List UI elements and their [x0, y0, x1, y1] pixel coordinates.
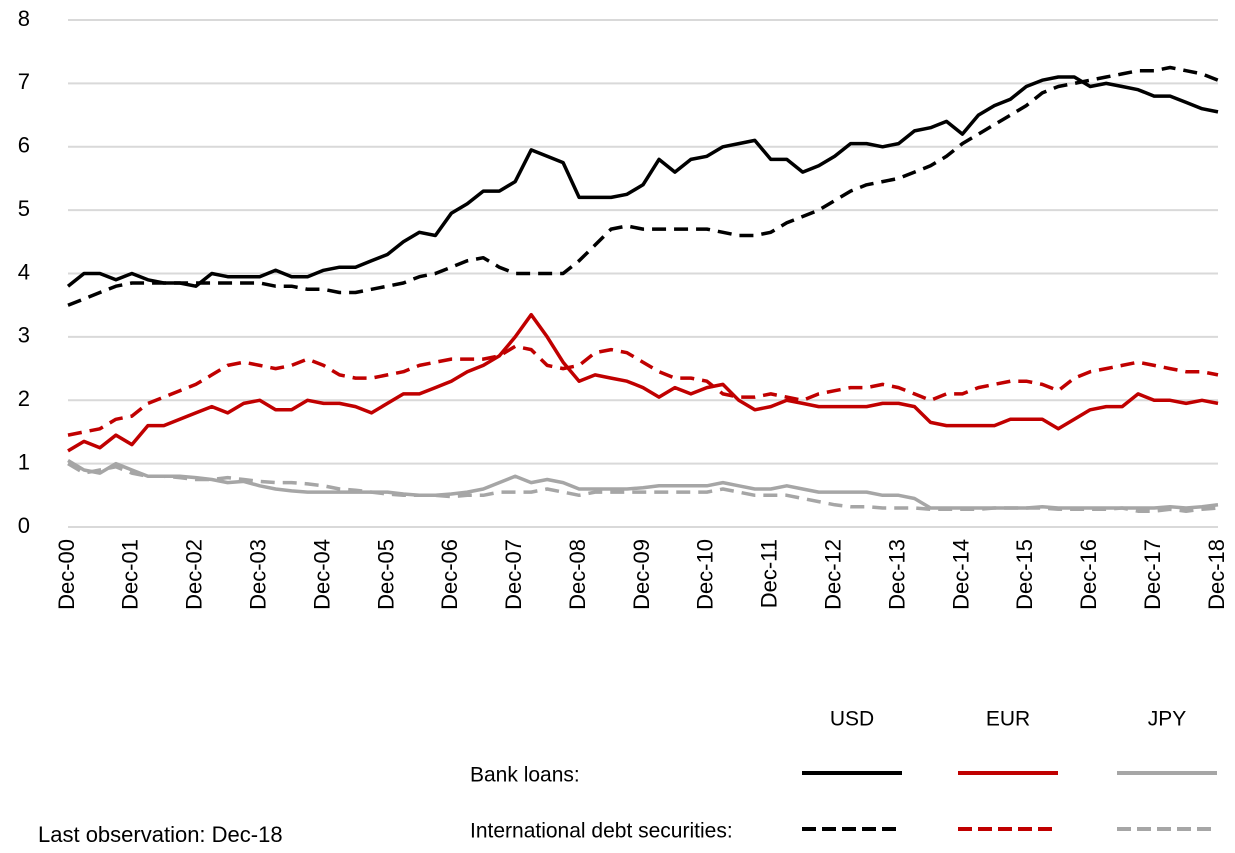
y-tick-label: 7 [18, 69, 30, 94]
x-tick-label: Dec-15 [1012, 539, 1037, 610]
x-tick-label: Dec-00 [54, 539, 79, 610]
legend-row: International debt securities: [470, 820, 733, 843]
x-tick-label: Dec-18 [1204, 539, 1229, 610]
x-tick-label: Dec-11 [757, 539, 782, 608]
x-tick-label: Dec-05 [373, 539, 398, 610]
x-tick-label: Dec-13 [884, 539, 909, 610]
x-tick-label: Dec-06 [437, 539, 462, 610]
legend-row: Bank loans: [470, 764, 580, 787]
x-tick-label: Dec-04 [309, 539, 334, 610]
x-tick-label: Dec-01 [118, 539, 143, 610]
y-tick-label: 5 [18, 196, 30, 221]
x-tick-label: Dec-09 [629, 539, 654, 610]
series-line [67, 458, 1219, 510]
x-tick-label: Dec-16 [1076, 539, 1101, 610]
y-tick-label: 2 [18, 386, 30, 411]
series-line [67, 65, 1219, 307]
y-tick-label: 1 [18, 449, 30, 474]
y-tick-label: 6 [18, 133, 30, 158]
legend-column: USD [830, 708, 874, 731]
x-tick-label: Dec-02 [182, 539, 207, 610]
y-tick-label: 3 [18, 323, 30, 348]
footnote: Last observation: Dec-18 [38, 822, 283, 847]
y-tick-label: 8 [18, 6, 30, 31]
legend-column: EUR [986, 708, 1030, 731]
x-tick-label: Dec-07 [501, 539, 526, 610]
x-tick-label: Dec-03 [245, 539, 270, 610]
x-tick-label: Dec-12 [820, 539, 845, 610]
x-tick-label: Dec-08 [565, 539, 590, 610]
x-tick-label: Dec-17 [1140, 539, 1165, 610]
series-line [67, 312, 1219, 453]
y-tick-label: 0 [18, 513, 30, 538]
series-line [67, 344, 1219, 437]
y-tick-label: 4 [18, 259, 30, 284]
series-line [66, 75, 1219, 288]
x-tick-label: Dec-14 [948, 539, 973, 610]
legend-column: JPY [1148, 708, 1187, 731]
x-tick-label: Dec-10 [693, 539, 718, 610]
series-line [67, 462, 1219, 513]
